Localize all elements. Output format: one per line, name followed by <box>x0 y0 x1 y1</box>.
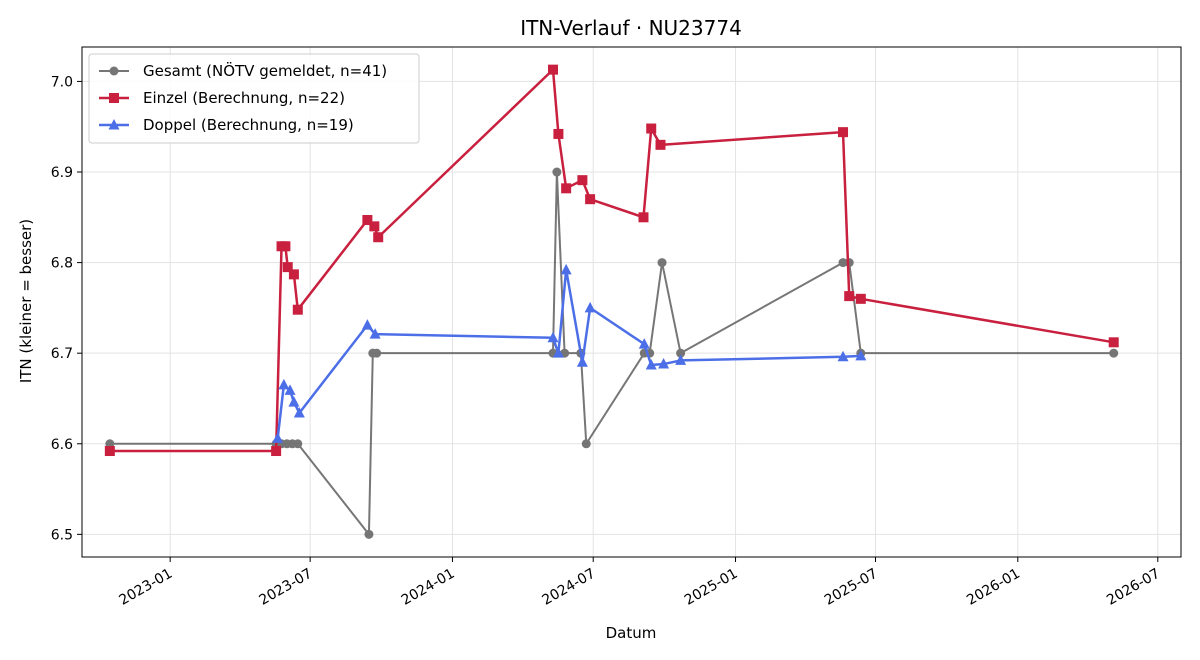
triangle-point <box>293 406 305 418</box>
triangle-point <box>547 331 559 343</box>
triangle-point <box>638 338 650 349</box>
plot-frame <box>81 46 1182 558</box>
legend-triangle-icon <box>108 119 120 130</box>
circle-point <box>293 439 303 449</box>
legend-box <box>88 53 420 144</box>
circle-point <box>657 258 667 268</box>
legend-entry <box>99 93 129 103</box>
square-point <box>561 183 572 194</box>
triangle-point <box>576 356 588 367</box>
square-point <box>548 64 558 75</box>
triangle-point <box>584 301 596 313</box>
square-point <box>655 139 666 150</box>
circle-point <box>676 348 686 358</box>
series-line <box>109 68 1114 453</box>
triangle-point <box>272 432 284 443</box>
triangle-point <box>284 384 296 395</box>
square-point <box>282 262 293 273</box>
legend-entry <box>99 66 129 76</box>
triangle-point <box>361 319 373 330</box>
legend-entry <box>99 119 129 130</box>
square-point <box>577 175 588 186</box>
legend-label: Gesamt (NÖTV gemeldet, n=41) <box>143 61 387 80</box>
square-point <box>855 293 866 304</box>
y-tick-label: 7.0 <box>51 74 73 90</box>
triangle-point <box>855 349 867 361</box>
circle-point <box>1109 348 1119 358</box>
square-point <box>638 212 649 223</box>
square-point <box>373 232 384 243</box>
square-point <box>292 304 303 315</box>
square-point <box>553 128 564 139</box>
square-point <box>288 269 299 280</box>
square-point <box>838 127 849 138</box>
x-axis-label: Datum <box>606 624 657 642</box>
triangle-point <box>369 328 381 339</box>
circle-point <box>364 529 374 539</box>
series-triangle <box>272 263 867 443</box>
square-point <box>280 241 291 252</box>
y-axis-label: ITN (kleiner = besser) <box>17 219 35 383</box>
triangle-point <box>658 358 670 369</box>
y-tick-label: 6.9 <box>51 165 73 181</box>
y-tick-label: 6.6 <box>51 437 73 453</box>
triangle-point <box>837 350 849 362</box>
square-point <box>844 291 855 302</box>
legend: Gesamt (NÖTV gemeldet, n=41) Einzel (Bere… <box>88 53 420 144</box>
y-tick-label: 6.5 <box>51 527 73 543</box>
triangle-point <box>278 378 290 390</box>
square-point <box>362 215 373 226</box>
series-square <box>104 64 1119 457</box>
square-point <box>271 446 282 457</box>
triangle-point <box>560 263 572 275</box>
circle-point <box>552 167 562 177</box>
series-layer <box>104 64 1119 539</box>
legend-square-icon <box>109 93 119 103</box>
y-tick-label: 6.8 <box>51 256 73 272</box>
square-point <box>369 221 380 232</box>
legend-label: Doppel (Berechnung, n=19) <box>143 116 354 134</box>
y-tick-label: 6.7 <box>51 346 73 362</box>
triangle-point <box>288 396 300 407</box>
circle-point <box>838 258 848 268</box>
square-point <box>646 123 657 134</box>
triangle-point <box>552 347 564 358</box>
triangle-point <box>645 358 657 370</box>
square-point <box>585 194 596 205</box>
circle-point <box>581 439 591 449</box>
triangle-point <box>675 354 687 365</box>
square-point <box>104 446 115 457</box>
legend-label: Einzel (Berechnung, n=22) <box>143 89 345 107</box>
chart-title: ITN-Verlauf · NU23774 <box>520 16 742 40</box>
circle-point <box>372 348 382 358</box>
square-point <box>1108 337 1119 348</box>
legend-circle-icon <box>109 66 119 76</box>
y-axis: 6.5 6.6 6.7 6.8 6.9 7.0 <box>51 74 82 543</box>
